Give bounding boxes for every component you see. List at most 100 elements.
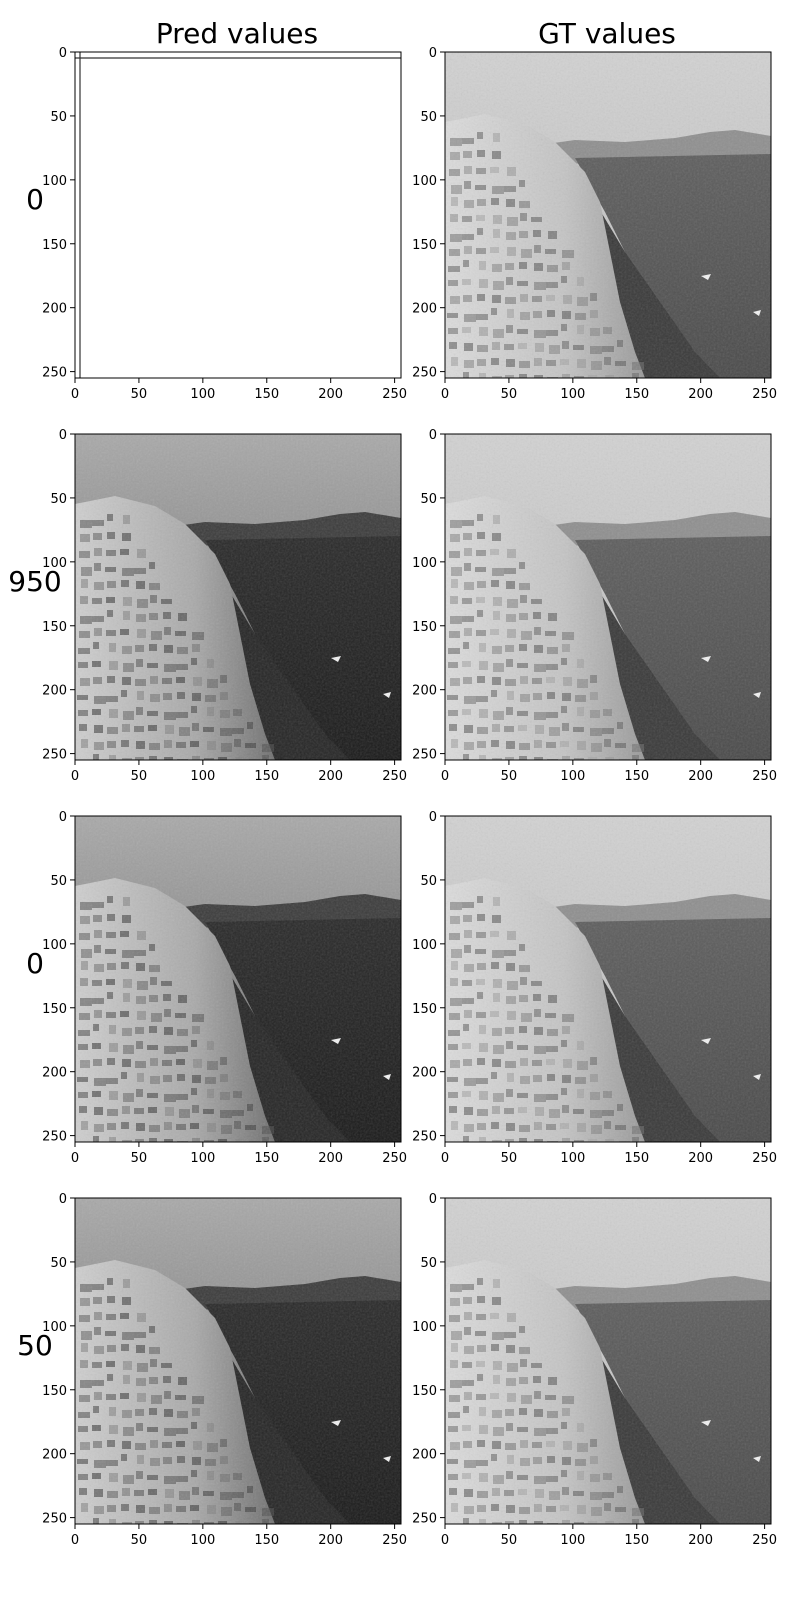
y-tick-label: 200 xyxy=(42,302,67,317)
x-tick-label: 0 xyxy=(441,1151,449,1166)
y-tick-label: 100 xyxy=(42,938,67,953)
y-tick-label: 250 xyxy=(412,1512,437,1527)
y-tick-label: 50 xyxy=(50,874,67,889)
x-tick-label: 50 xyxy=(131,769,148,784)
axes-frame xyxy=(444,51,772,379)
y-tick-label: 150 xyxy=(42,1384,67,1399)
x-tick-label: 200 xyxy=(318,1533,343,1548)
y-tick-label: 0 xyxy=(429,46,437,61)
x-tick-label: 50 xyxy=(501,1533,518,1548)
gt-image xyxy=(445,1198,771,1524)
x-tick-label: 0 xyxy=(441,1533,449,1548)
y-tick-label: 250 xyxy=(42,748,67,763)
x-tick-label: 50 xyxy=(131,387,148,402)
column-title-pred: Pred values xyxy=(156,17,318,50)
y-tick-label: 50 xyxy=(50,110,67,125)
row-label: 0 xyxy=(26,183,44,216)
y-tick-label: 100 xyxy=(412,174,437,189)
x-tick-label: 100 xyxy=(190,769,215,784)
x-tick-label: 250 xyxy=(752,769,777,784)
x-tick-label: 100 xyxy=(190,1533,215,1548)
x-tick-label: 0 xyxy=(441,769,449,784)
x-tick-label: 150 xyxy=(624,1151,649,1166)
y-tick-label: 50 xyxy=(420,492,437,507)
y-tick-label: 150 xyxy=(42,620,67,635)
pred-image xyxy=(75,816,401,1142)
row-label: 950 xyxy=(8,565,61,598)
pred-panel: 0 50 100 150 200 250 0 50 100 150 200 250 xyxy=(42,1192,407,1548)
x-tick-label: 200 xyxy=(688,1533,713,1548)
x-tick-label: 250 xyxy=(382,387,407,402)
x-tick-label: 150 xyxy=(254,387,279,402)
y-tick-label: 100 xyxy=(412,556,437,571)
y-tick-label: 150 xyxy=(412,238,437,253)
pred-image xyxy=(75,52,401,378)
x-tick-label: 150 xyxy=(624,1533,649,1548)
x-tick-label: 200 xyxy=(688,1151,713,1166)
gt-image xyxy=(445,816,771,1142)
y-tick-label: 150 xyxy=(412,1384,437,1399)
row-label: 50 xyxy=(17,1329,53,1362)
y-tick-label: 250 xyxy=(412,1130,437,1145)
axes-frame xyxy=(444,1197,772,1525)
x-tick-label: 100 xyxy=(190,1151,215,1166)
y-tick-label: 100 xyxy=(42,556,67,571)
y-tick-label: 50 xyxy=(50,1256,67,1271)
axes-frame xyxy=(444,815,772,1143)
pred-image xyxy=(75,1198,401,1524)
gt-panel: 0 50 100 150 200 250 0 50 100 150 200 250 xyxy=(412,428,777,784)
x-tick-label: 200 xyxy=(688,769,713,784)
y-tick-label: 50 xyxy=(420,1256,437,1271)
x-tick-label: 0 xyxy=(71,1151,79,1166)
y-tick-label: 150 xyxy=(42,1002,67,1017)
pred-image xyxy=(75,434,401,760)
axes-frame xyxy=(74,1197,402,1525)
y-tick-label: 0 xyxy=(59,1192,67,1207)
x-tick-label: 50 xyxy=(501,387,518,402)
y-tick-label: 0 xyxy=(59,810,67,825)
y-tick-label: 150 xyxy=(412,620,437,635)
x-tick-label: 0 xyxy=(71,1533,79,1548)
y-tick-label: 250 xyxy=(42,1512,67,1527)
y-tick-label: 200 xyxy=(412,1066,437,1081)
gt-image xyxy=(445,434,771,760)
x-tick-label: 150 xyxy=(254,1151,279,1166)
y-tick-label: 50 xyxy=(50,492,67,507)
x-tick-label: 250 xyxy=(752,387,777,402)
x-tick-label: 150 xyxy=(254,1533,279,1548)
x-tick-label: 250 xyxy=(752,1151,777,1166)
y-tick-label: 0 xyxy=(429,810,437,825)
y-tick-label: 250 xyxy=(42,1130,67,1145)
axes-frame xyxy=(74,433,402,761)
gt-panel: 0 50 100 150 200 250 0 50 100 150 200 250 xyxy=(412,1192,777,1548)
x-tick-label: 50 xyxy=(501,1151,518,1166)
x-tick-label: 50 xyxy=(501,769,518,784)
y-tick-label: 200 xyxy=(42,1448,67,1463)
y-tick-label: 200 xyxy=(412,302,437,317)
pred-panel: 0 50 100 150 200 250 0 50 100 150 200 250 xyxy=(42,46,407,402)
x-tick-label: 100 xyxy=(560,387,585,402)
x-tick-label: 100 xyxy=(560,769,585,784)
y-tick-label: 100 xyxy=(412,1320,437,1335)
y-tick-label: 0 xyxy=(59,46,67,61)
x-tick-label: 0 xyxy=(71,387,79,402)
noise-pattern xyxy=(75,52,401,378)
pred-panel: 0 50 100 150 200 250 0 50 100 150 200 250 xyxy=(42,810,407,1166)
x-tick-label: 0 xyxy=(441,387,449,402)
y-tick-label: 100 xyxy=(42,174,67,189)
column-title-gt: GT values xyxy=(538,17,676,50)
y-tick-label: 250 xyxy=(412,748,437,763)
y-tick-label: 250 xyxy=(42,366,67,381)
y-tick-label: 200 xyxy=(412,684,437,699)
x-tick-label: 250 xyxy=(382,1533,407,1548)
row-label: 0 xyxy=(26,947,44,980)
y-tick-label: 150 xyxy=(42,238,67,253)
x-tick-label: 200 xyxy=(318,1151,343,1166)
x-tick-label: 250 xyxy=(752,1533,777,1548)
x-tick-label: 150 xyxy=(624,387,649,402)
y-tick-label: 100 xyxy=(42,1320,67,1335)
x-tick-label: 0 xyxy=(71,769,79,784)
gt-panel: 0 50 100 150 200 250 0 50 100 150 200 250 xyxy=(412,810,777,1166)
gt-panel: 0 50 100 150 200 250 0 50 100 150 200 250 xyxy=(412,46,777,402)
